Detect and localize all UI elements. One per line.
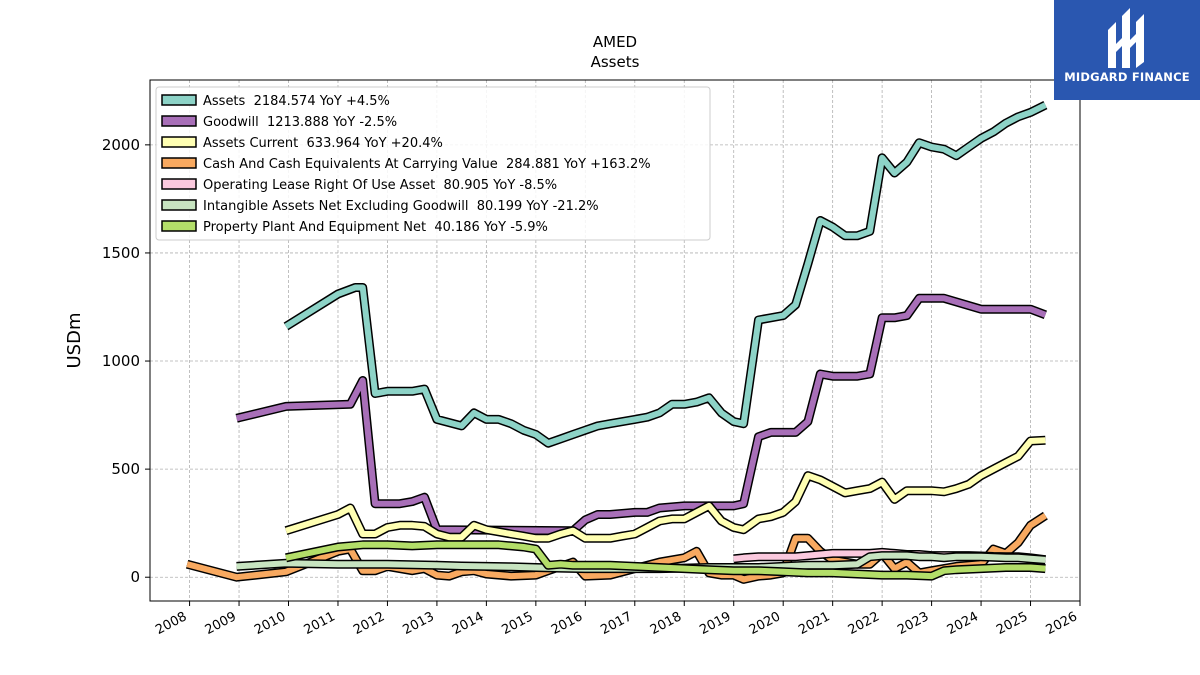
legend-swatch [161,136,197,148]
x-tick-label: 2011 [302,609,338,638]
logo-text: MIDGARD FINANCE [1064,70,1190,84]
chart-title: AMED [593,33,637,51]
x-tick-label: 2023 [895,609,931,638]
series-line [285,541,1046,580]
legend-entry: Goodwill 1213.888 YoY -2.5% [203,115,397,130]
x-tick-label: 2022 [846,609,882,638]
x-tick-label: 2025 [994,609,1030,638]
x-tick-label: 2019 [697,609,733,638]
legend-entry: Property Plant And Equipment Net 40.186 … [203,220,548,235]
series-line [186,513,1048,583]
x-tick-label: 2024 [945,609,981,638]
y-tick-label: 1500 [102,244,140,262]
x-tick-label: 2021 [796,609,832,638]
legend-entry: Intangible Assets Net Excluding Goodwill… [203,199,599,214]
x-tick-label: 2008 [153,609,189,638]
series-line [235,295,1047,534]
legend-entry: Assets Current 633.964 YoY +20.4% [203,136,443,151]
y-axis-label: USDm [64,313,85,369]
legend-entry: Assets 2184.574 YoY +4.5% [203,94,390,109]
legend-swatch [161,115,197,127]
plot-frame [149,79,1081,602]
legend: Assets 2184.574 YoY +4.5% Goodwill 1213.8… [155,86,711,241]
x-tick-label: 2012 [351,609,387,638]
chart-subtitle: Assets [591,53,640,71]
x-tick-label: 2026 [1044,609,1080,638]
y-tick-label: 500 [111,460,140,478]
x-tick-label: 2017 [598,609,634,638]
x-tick-label: 2010 [252,609,288,638]
series-3 [185,511,1048,584]
x-tick-label: 2016 [549,609,585,638]
series-2 [284,435,1046,543]
y-tick-label: 0 [130,568,140,586]
x-tick-label: 2015 [499,609,535,638]
legend-swatch [161,220,197,232]
x-tick-label: 2014 [450,609,486,638]
legend-swatch [161,178,197,190]
y-tick-label: 2000 [102,136,140,154]
legend-entry: Cash And Cash Equivalents At Carrying Va… [203,157,651,172]
y-tick-label: 1000 [102,352,140,370]
x-tick-label: 2013 [401,609,437,638]
legend-swatch [161,199,197,211]
x-tick-label: 2009 [203,609,239,638]
x-tick-label: 2018 [648,609,684,638]
series-6 [285,540,1046,581]
series-line [284,102,1047,447]
legend-swatch [161,94,197,106]
legend-swatch [161,157,197,169]
legend-entry: Operating Lease Right Of Use Asset 80.90… [203,178,557,193]
logo-mark-icon [1108,8,1144,68]
series-0 [283,101,1048,448]
series-1 [235,293,1047,536]
brand-logo: MIDGARD FINANCE [1054,0,1200,100]
legend-box [155,86,711,241]
series-line [285,437,1046,542]
x-tick-label: 2020 [747,609,783,638]
